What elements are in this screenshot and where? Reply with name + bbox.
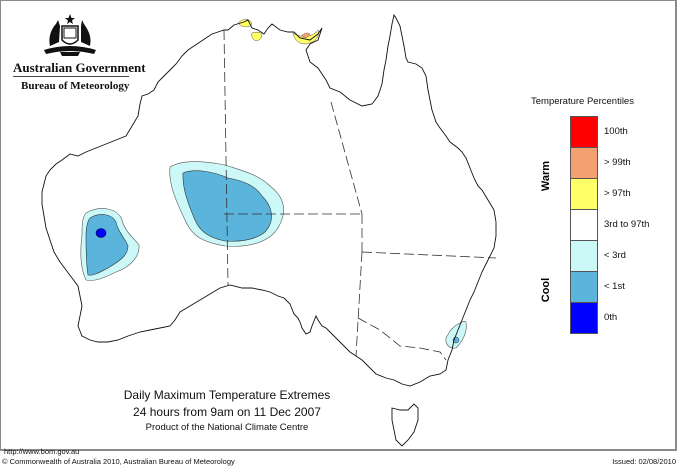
tasmania <box>391 403 419 447</box>
legend-title: Temperature Percentiles <box>531 96 634 107</box>
state-borders <box>223 29 497 361</box>
swatch-normal <box>570 209 598 240</box>
cool-label: Cool <box>540 277 552 303</box>
copyright-text: © Commonwealth of Australia 2010, Austra… <box>2 457 235 466</box>
map-title: Daily Maximum Temperature Extremes <box>123 388 331 402</box>
australia-map <box>41 13 497 447</box>
legend-label: > 99th <box>604 157 631 168</box>
government-name: Australian Government <box>13 60 146 75</box>
website-link[interactable]: http://www.bom.gov.au <box>4 447 80 456</box>
divider <box>13 76 129 77</box>
legend-swatches <box>570 116 598 334</box>
issued-date: Issued: 02/08/2010 <box>612 457 676 466</box>
swatch-0th <box>570 302 598 334</box>
legend-label: 0th <box>604 312 618 323</box>
swatch-99th <box>570 147 598 178</box>
legend-label: 100th <box>604 126 628 137</box>
legend-label: > 97th <box>604 188 631 199</box>
swatch-3rd <box>570 240 598 271</box>
coat-of-arms-icon <box>44 14 96 56</box>
swatch-100th <box>570 116 598 147</box>
agency-name: Bureau of Meteorology <box>21 80 130 92</box>
map-credit: Product of the National Climate Centre <box>145 422 309 433</box>
swatch-97th <box>570 178 598 209</box>
warm-label: Warm <box>540 160 552 192</box>
legend-label: < 1st <box>604 281 625 292</box>
legend-label: < 3rd <box>604 250 626 261</box>
legend-labels: 100th > 99th > 97th 3rd to 97th < 3rd < … <box>604 116 649 333</box>
swatch-1st <box>570 271 598 302</box>
map-subtitle: 24 hours from 9am on 11 Dec 2007 <box>133 405 321 419</box>
legend-label: 3rd to 97th <box>604 219 650 230</box>
